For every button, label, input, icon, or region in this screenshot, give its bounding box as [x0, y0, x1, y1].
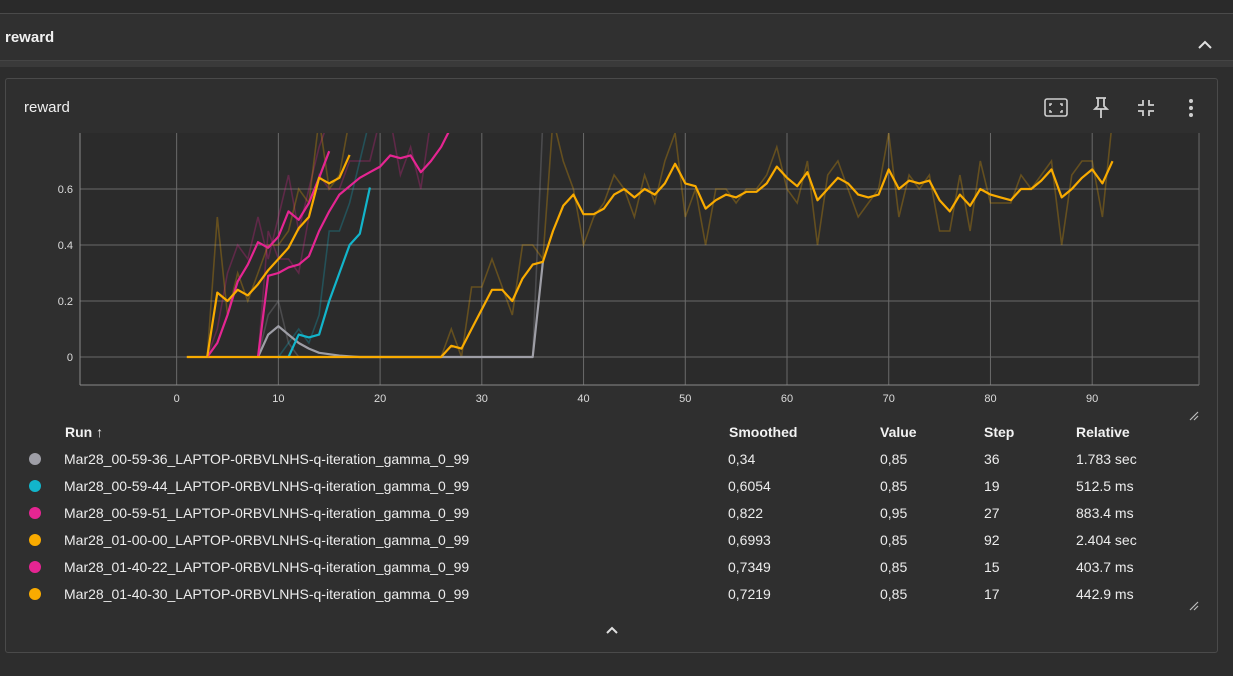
table-row[interactable]: Mar28_00-59-44_LAPTOP-0RBVLNHS-q-iterati…: [0, 473, 1233, 500]
table-row[interactable]: Mar28_00-59-51_LAPTOP-0RBVLNHS-q-iterati…: [0, 500, 1233, 527]
raw-value: 0,85: [880, 559, 908, 575]
run-color-dot: [29, 534, 41, 546]
relative-time: 512.5 ms: [1076, 478, 1134, 494]
smoothed-value: 0,6993: [728, 532, 771, 548]
run-name: Mar28_01-40-30_LAPTOP-0RBVLNHS-q-iterati…: [64, 586, 470, 602]
y-tick-label: 0.2: [58, 296, 73, 308]
chevron-up-icon[interactable]: [600, 620, 624, 640]
card-title: reward: [24, 99, 70, 116]
step-value: 92: [984, 532, 1000, 548]
smoothed-value: 0,34: [728, 451, 756, 467]
chart[interactable]: 0 10 20 30 40 50 60 70 80 90 0 0.2 0.4 0.6: [0, 0, 1233, 425]
step-value: 15: [984, 559, 1000, 575]
series-smoothed-line: [256, 133, 450, 358]
raw-value: 0,85: [880, 532, 908, 548]
x-tick-label: 70: [883, 393, 895, 405]
series-smoothed-line: [278, 187, 371, 359]
x-tick-label: 60: [781, 393, 793, 405]
x-tick-label: 40: [577, 393, 589, 405]
header-smoothed[interactable]: Smoothed: [729, 424, 798, 440]
raw-value: 0,85: [880, 478, 908, 494]
table-row[interactable]: Mar28_01-40-22_LAPTOP-0RBVLNHS-q-iterati…: [0, 554, 1233, 581]
relative-time: 403.7 ms: [1076, 559, 1134, 575]
series-raw-line: [257, 133, 430, 358]
series-smoothed-line: [206, 154, 351, 358]
y-tick-label: 0.6: [58, 184, 73, 196]
header-value[interactable]: Value: [880, 424, 917, 440]
table-row[interactable]: Mar28_01-40-30_LAPTOP-0RBVLNHS-q-iterati…: [0, 581, 1233, 608]
run-color-dot: [29, 453, 41, 465]
raw-value: 0,85: [880, 451, 908, 467]
table-row[interactable]: Mar28_01-00-00_LAPTOP-0RBVLNHS-q-iterati…: [0, 527, 1233, 554]
header-relative[interactable]: Relative: [1076, 424, 1130, 440]
relative-time: 2.404 sec: [1076, 532, 1137, 548]
x-tick-label: 30: [476, 393, 488, 405]
smoothed-value: 0,822: [728, 505, 764, 521]
step-value: 36: [984, 451, 1000, 467]
collapse-arrows-icon[interactable]: [1132, 95, 1160, 121]
step-value: 19: [984, 478, 1000, 494]
chart-resize-handle[interactable]: [1189, 408, 1199, 421]
smoothed-value: 0,7349: [728, 559, 771, 575]
series-raw-line: [206, 133, 326, 358]
header-run[interactable]: Run ↑: [65, 424, 104, 440]
more-vert-icon[interactable]: [1177, 95, 1205, 121]
run-color-dot: [29, 507, 41, 519]
x-tick-label: 10: [272, 393, 284, 405]
run-name: Mar28_01-00-00_LAPTOP-0RBVLNHS-q-iterati…: [64, 532, 470, 548]
run-name: Mar28_01-40-22_LAPTOP-0RBVLNHS-q-iterati…: [64, 559, 470, 575]
y-tick-label: 0: [67, 352, 73, 364]
series-smoothed-line: [206, 150, 331, 358]
raw-value: 0,95: [880, 505, 908, 521]
raw-value: 0,85: [880, 586, 908, 602]
plot-area: [80, 133, 1199, 385]
run-name: Mar28_00-59-44_LAPTOP-0RBVLNHS-q-iterati…: [64, 478, 470, 494]
step-value: 17: [984, 586, 1000, 602]
pin-icon[interactable]: [1087, 95, 1115, 121]
x-tick-label: 50: [679, 393, 691, 405]
relative-time: 883.4 ms: [1076, 505, 1134, 521]
x-tick-label: 80: [984, 393, 996, 405]
series-smoothed-line: [186, 160, 1114, 359]
divider: [0, 61, 1233, 67]
run-color-dot: [29, 480, 41, 492]
table-resize-handle[interactable]: [1189, 598, 1199, 611]
x-tick-label: 20: [374, 393, 386, 405]
relative-time: 442.9 ms: [1076, 586, 1134, 602]
reward-group-header[interactable]: reward: [0, 14, 1233, 61]
line-chart[interactable]: 0 10 20 30 40 50 60 70 80 90 0 0.2 0.4 0.6: [0, 0, 1233, 420]
chevron-up-icon[interactable]: [1193, 36, 1217, 56]
x-tick-label: 90: [1086, 393, 1098, 405]
top-strip: [0, 0, 1233, 14]
run-color-dot: [29, 561, 41, 573]
run-color-dot: [29, 588, 41, 600]
y-tick-label: 0.4: [58, 240, 73, 252]
smoothed-value: 0,7219: [728, 586, 771, 602]
step-value: 27: [984, 505, 1000, 521]
run-name: Mar28_00-59-51_LAPTOP-0RBVLNHS-q-iterati…: [64, 505, 470, 521]
header-step[interactable]: Step: [984, 424, 1015, 440]
relative-time: 1.783 sec: [1076, 451, 1137, 467]
x-tick-label: 0: [174, 393, 180, 405]
run-name: Mar28_00-59-36_LAPTOP-0RBVLNHS-q-iterati…: [64, 451, 470, 467]
fit-domain-icon[interactable]: [1042, 95, 1070, 121]
table-row[interactable]: Mar28_00-59-36_LAPTOP-0RBVLNHS-q-iterati…: [0, 446, 1233, 473]
smoothed-value: 0,6054: [728, 478, 771, 494]
group-title: reward: [5, 29, 55, 46]
